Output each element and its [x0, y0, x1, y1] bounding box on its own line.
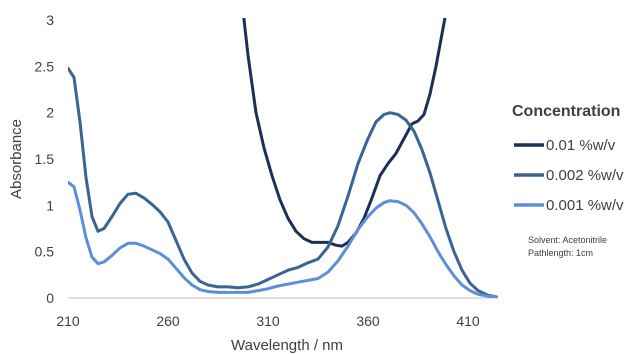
series-line-1: [68, 66, 498, 298]
y-tick-label: 1.5: [35, 151, 55, 167]
legend: Concentration 0.01 %w/v 0.002 %w/v 0.001 %…: [512, 103, 624, 214]
y-tick-label: 0.5: [35, 244, 55, 260]
series-line-2: [68, 180, 498, 298]
annotation-pathlength: Pathlength: 1cm: [528, 248, 593, 258]
x-tick-label: 210: [56, 313, 80, 329]
legend-label-2: 0.001 %w/v: [546, 197, 624, 214]
x-axis-title: Wavelength / nm: [231, 337, 343, 354]
y-tick-label: 3: [46, 12, 54, 28]
y-tick-label: 2.5: [35, 58, 55, 74]
y-tick-label: 2: [46, 105, 54, 121]
y-tick-label: 0: [46, 290, 54, 306]
y-tick-label: 1: [46, 197, 54, 213]
legend-label-1: 0.002 %w/v: [546, 167, 624, 184]
y-axis-title: Absorbance: [8, 119, 25, 199]
legend-label-0: 0.01 %w/v: [546, 137, 616, 154]
series-lines: [68, 18, 498, 298]
x-axis-ticks: 210 260 310 360 410: [56, 313, 480, 329]
annotation-solvent: Solvent: Acetonitrile: [528, 235, 607, 245]
legend-title: Concentration: [512, 103, 620, 120]
y-axis-ticks: 0 0.5 1 1.5 2 2.5 3: [35, 12, 55, 306]
series-line-0: [242, 18, 447, 248]
legend-items: 0.01 %w/v 0.002 %w/v 0.001 %w/v: [514, 137, 624, 214]
x-tick-label: 260: [156, 313, 180, 329]
x-tick-label: 310: [256, 313, 280, 329]
x-tick-label: 410: [456, 313, 480, 329]
annotation-notes: Solvent: Acetonitrile Pathlength: 1cm: [528, 235, 607, 258]
x-tick-label: 360: [356, 313, 380, 329]
